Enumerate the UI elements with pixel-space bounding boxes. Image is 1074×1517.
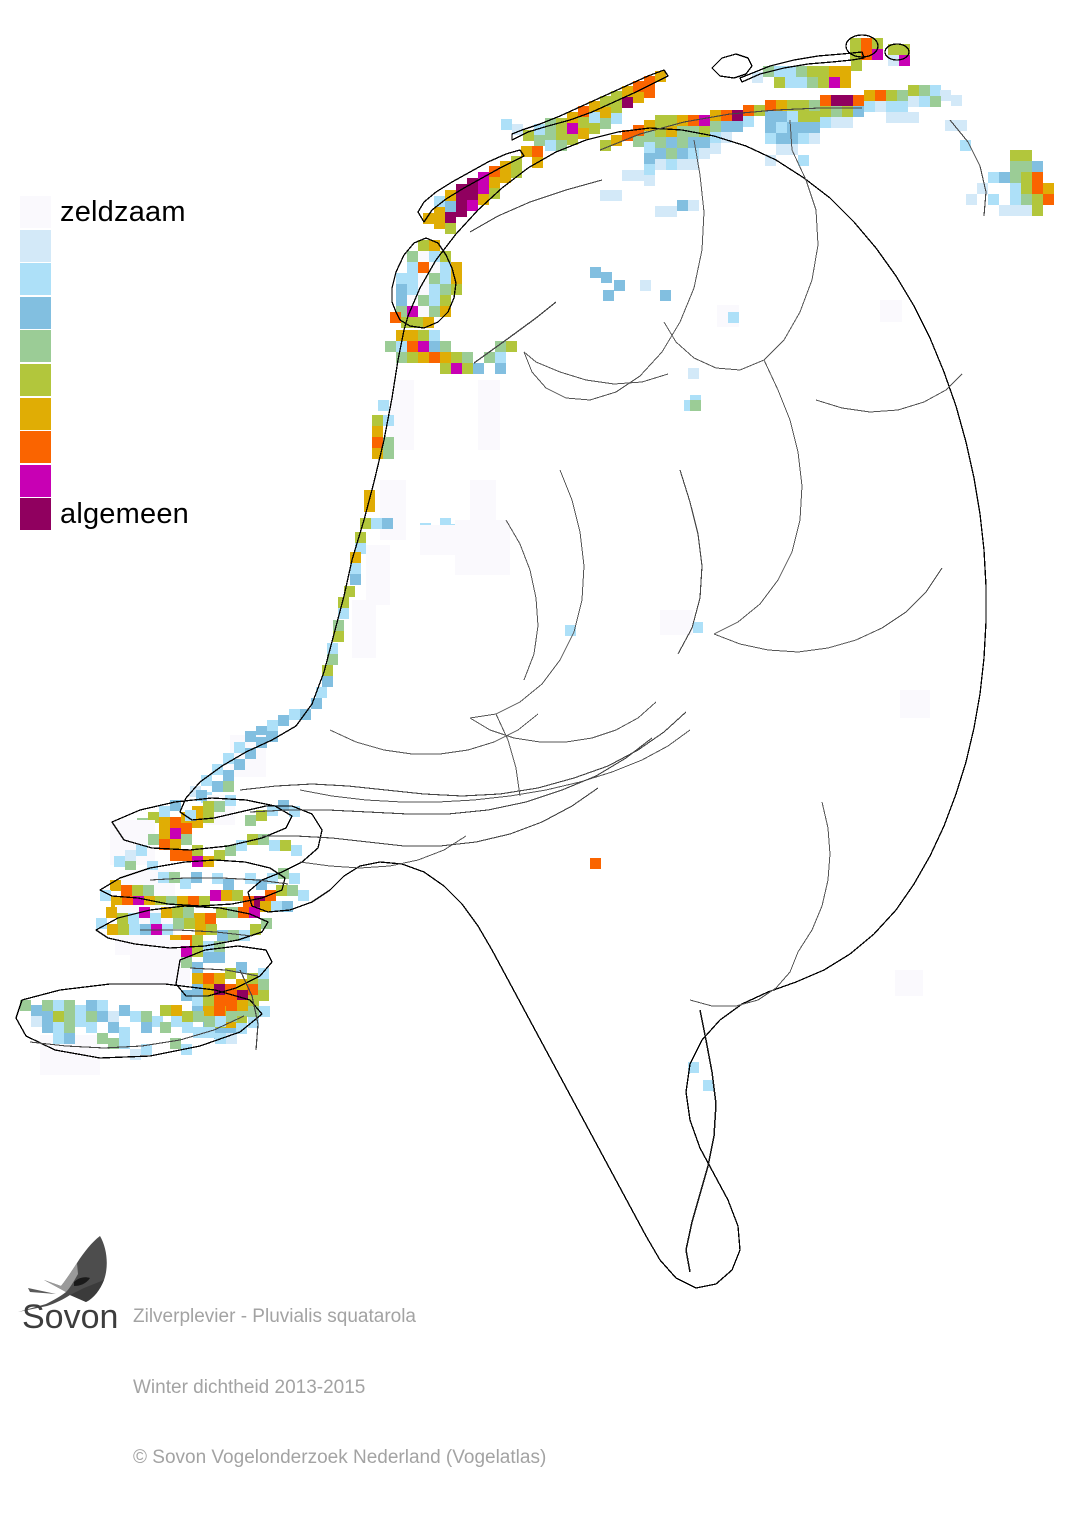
legend-swatch-6 (20, 363, 51, 396)
legend-label-zeldzaam: zeldzaam (60, 195, 186, 228)
grid-cluster-terschelling (501, 71, 666, 151)
legend-swatch-5 (20, 330, 51, 363)
water-lines (29, 301, 717, 1273)
legend-row-9 (20, 464, 250, 499)
map-outlines (15, 34, 987, 1289)
legend-swatch-1 (20, 196, 51, 228)
tidal-flat-outlines (469, 107, 987, 233)
legend-swatch-2 (20, 229, 51, 262)
legend-row-7 (20, 397, 250, 432)
zeeland-island-outlines (15, 797, 293, 1059)
legend-swatch-4 (20, 296, 51, 329)
figure-credits: Zilverplevier - Pluvialis squatarola Win… (133, 1258, 546, 1517)
density-legend: zeldzaam algemeen (20, 196, 250, 532)
sovon-wordmark: Sovon (22, 1298, 118, 1334)
grid-cluster-groningen-dollard (765, 85, 1054, 216)
legend-row-1: zeldzaam (20, 196, 250, 230)
legend-swatch-3 (20, 263, 51, 296)
credits-line-period: Winter dichtheid 2013-2015 (133, 1376, 366, 1398)
wadden-island-outlines (391, 34, 910, 329)
legend-row-6 (20, 363, 250, 398)
grid-cluster-den-helder (385, 330, 517, 374)
distribution-map-figure: .c1{fill:#faf9fd}.c2{fill:#d3e9f8}.c3{fi… (0, 0, 1074, 1468)
density-grid-cells (20, 38, 1054, 1091)
legend-row-3 (20, 263, 250, 297)
legend-swatch-10 (20, 498, 51, 531)
grid-cluster-delta-north (110, 795, 302, 910)
legend-swatch-9 (20, 464, 51, 497)
grid-cluster-noord-holland-dunes (256, 380, 414, 737)
figure-footer: Sovon Zilverplevier - Pluvialis squataro… (0, 1228, 1074, 1468)
province-borders (299, 119, 963, 1007)
legend-row-2 (20, 229, 250, 264)
grid-cluster-texel (390, 240, 462, 328)
sovon-logo: Sovon (14, 1230, 126, 1334)
grid-cluster-ij-corridor (360, 518, 510, 575)
credits-line-copyright: © Sovon Vogelonderzoek Nederland (Vogela… (133, 1447, 547, 1468)
legend-row-8 (20, 431, 250, 465)
legend-row-10: algemeen (20, 498, 250, 532)
legend-label-algemeen: algemeen (60, 497, 189, 530)
grid-cluster-inland-sparse (470, 190, 930, 1091)
legend-swatch-8 (20, 431, 51, 464)
legend-row-5 (20, 330, 250, 364)
credits-line-species: Zilverplevier - Pluvialis squatarola (133, 1306, 416, 1327)
legend-swatch-7 (20, 397, 51, 430)
swallow-icon (18, 1236, 107, 1312)
map-canvas[interactable]: .c1{fill:#faf9fd}.c2{fill:#d3e9f8}.c3{fi… (0, 0, 1074, 1340)
legend-row-4 (20, 296, 250, 331)
